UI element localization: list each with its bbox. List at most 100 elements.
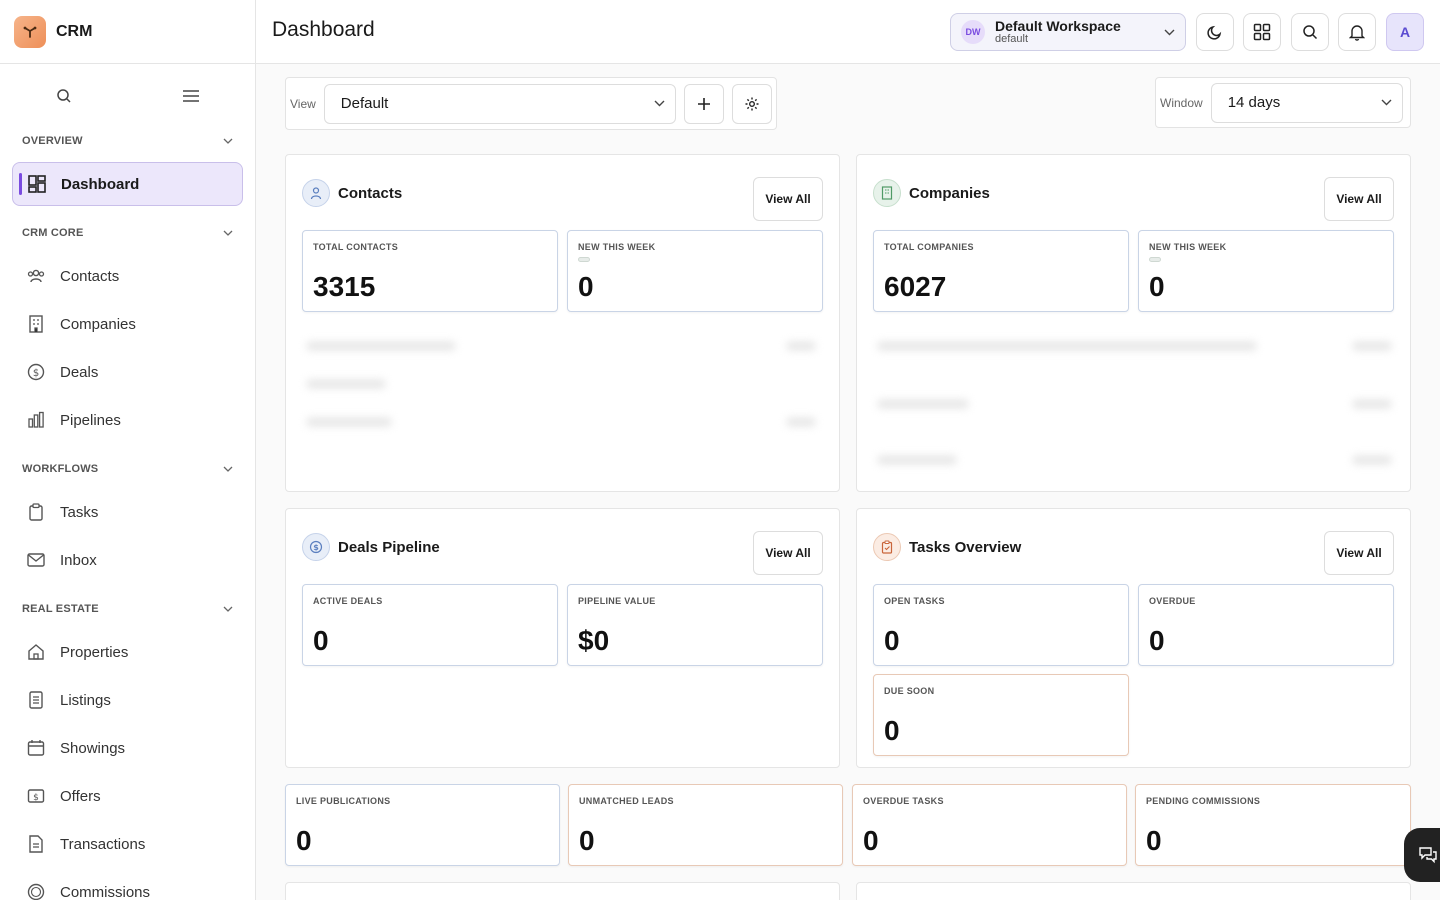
dashboard-icon <box>27 174 47 194</box>
sidebar-item-label: Commissions <box>60 883 151 900</box>
stat-overdue: OVERDUE 0 <box>1138 584 1394 666</box>
dollar-circle-icon: $ <box>302 533 330 561</box>
view-select[interactable]: Default <box>323 83 676 124</box>
workspace-switcher[interactable]: DW Default Workspace default <box>950 13 1186 51</box>
sidebar-item-dashboard[interactable]: Dashboard <box>12 162 243 206</box>
dollar-circle-icon: $ <box>26 362 46 382</box>
sidebar-item-label: Properties <box>60 643 129 661</box>
blurred-list-row <box>1352 455 1392 465</box>
stat-new-contacts: NEW THIS WEEK 0 <box>567 230 823 312</box>
svg-text:$: $ <box>313 543 319 552</box>
clipboard-icon <box>873 533 901 561</box>
stat-open-tasks: OPEN TASKS 0 <box>873 584 1129 666</box>
stat-pipeline-value: PIPELINE VALUE $0 <box>567 584 823 666</box>
trend-indicator <box>578 257 590 262</box>
sidebar-item-label: Showings <box>60 739 126 757</box>
plus-icon <box>697 97 710 110</box>
sidebar-item-companies[interactable]: Companies <box>12 302 243 346</box>
workspace-badge: DW <box>961 20 985 44</box>
window-label: Window <box>1160 95 1203 110</box>
deals-view-all-button[interactable]: View All <box>753 531 823 575</box>
blurred-list-row <box>877 455 957 465</box>
add-view-button[interactable] <box>683 83 724 124</box>
chevron-down-icon <box>223 466 233 472</box>
chat-button[interactable] <box>1404 828 1440 882</box>
companies-view-all-button[interactable]: View All <box>1324 177 1394 221</box>
trend-indicator <box>1149 257 1161 262</box>
section-workflows[interactable]: WORKFLOWS <box>0 452 255 486</box>
search-icon[interactable] <box>46 78 82 114</box>
stat-new-companies: NEW THIS WEEK 0 <box>1138 230 1394 312</box>
sidebar-item-label: Dashboard <box>61 175 140 193</box>
theme-toggle-button[interactable] <box>1196 13 1234 51</box>
kpi-unmatched-leads: UNMATCHED LEADS 0 <box>568 784 843 866</box>
card-title: Contacts <box>338 184 403 202</box>
next-card <box>856 882 1411 900</box>
sidebar-item-tasks[interactable]: Tasks <box>12 490 243 534</box>
menu-icon[interactable] <box>173 78 209 114</box>
sidebar-item-showings[interactable]: Showings <box>12 726 243 770</box>
svg-text:$: $ <box>33 368 39 379</box>
sidebar-item-label: Pipelines <box>60 411 121 429</box>
sidebar-item-label: Deals <box>60 363 99 381</box>
blurred-list-row <box>306 341 456 351</box>
sidebar-item-label: Listings <box>60 691 111 709</box>
sidebar-item-listings[interactable]: Listings <box>12 678 243 722</box>
blurred-list-row <box>1352 341 1392 351</box>
tasks-overview-card: Tasks Overview View All OPEN TASKS 0 OVE… <box>856 508 1411 768</box>
deals-pipeline-card: $ Deals Pipeline View All ACTIVE DEALS 0… <box>285 508 840 768</box>
section-crm-core[interactable]: CRM CORE <box>0 216 255 250</box>
chevron-down-icon <box>654 100 665 107</box>
sidebar-item-label: Offers <box>60 787 101 805</box>
sidebar-item-commissions[interactable]: Commissions <box>12 870 243 900</box>
blurred-list-row <box>877 399 969 409</box>
sidebar-item-inbox[interactable]: Inbox <box>12 538 243 582</box>
sidebar-item-deals[interactable]: $ Deals <box>12 350 243 394</box>
window-toolbar: Window 14 days <box>1155 77 1411 128</box>
sidebar: CRM OVERVIEW Dashboard CRM CORE Contacts… <box>0 0 256 900</box>
page-title: Dashboard <box>272 18 375 41</box>
bell-icon <box>1349 24 1365 41</box>
chevron-down-icon <box>1381 99 1392 106</box>
view-settings-button[interactable] <box>731 83 772 124</box>
brand[interactable]: CRM <box>0 0 255 64</box>
chevron-down-icon <box>1164 29 1175 35</box>
kpi-overdue-tasks: OVERDUE TASKS 0 <box>852 784 1127 866</box>
chat-icon <box>1419 847 1437 864</box>
tasks-view-all-button[interactable]: View All <box>1324 531 1394 575</box>
section-overview[interactable]: OVERVIEW <box>0 124 255 158</box>
document-list-icon <box>26 690 46 710</box>
sidebar-item-transactions[interactable]: Transactions <box>12 822 243 866</box>
file-icon <box>26 834 46 854</box>
grid-icon <box>1253 23 1271 41</box>
window-select[interactable]: 14 days <box>1210 82 1403 123</box>
contacts-view-all-button[interactable]: View All <box>753 177 823 221</box>
next-card <box>285 882 840 900</box>
calendar-icon <box>26 738 46 758</box>
top-header: Dashboard DW Default Workspace default A <box>256 0 1440 64</box>
card-title: Tasks Overview <box>909 538 1022 556</box>
notifications-button[interactable] <box>1338 13 1376 51</box>
section-real-estate[interactable]: REAL ESTATE <box>0 592 255 626</box>
coin-icon <box>26 882 46 900</box>
blurred-list-row <box>306 379 386 389</box>
sidebar-item-offers[interactable]: $ Offers <box>12 774 243 818</box>
sidebar-item-properties[interactable]: Properties <box>12 630 243 674</box>
sidebar-item-pipelines[interactable]: Pipelines <box>12 398 243 442</box>
search-icon <box>1303 25 1318 40</box>
sidebar-item-contacts[interactable]: Contacts <box>12 254 243 298</box>
sidebar-item-label: Inbox <box>60 551 97 569</box>
workspace-slug: default <box>995 32 1029 45</box>
people-icon <box>26 266 46 286</box>
bar-chart-icon <box>26 410 46 430</box>
person-icon <box>302 179 330 207</box>
apps-button[interactable] <box>1243 13 1281 51</box>
sidebar-item-label: Tasks <box>60 503 99 521</box>
search-button[interactable] <box>1291 13 1329 51</box>
avatar[interactable]: A <box>1386 13 1424 51</box>
stat-total-companies: TOTAL COMPANIES 6027 <box>873 230 1129 312</box>
sidebar-item-label: Companies <box>60 315 136 333</box>
chevron-down-icon <box>223 606 233 612</box>
blurred-list-row <box>786 341 816 351</box>
chevron-down-icon <box>223 138 233 144</box>
